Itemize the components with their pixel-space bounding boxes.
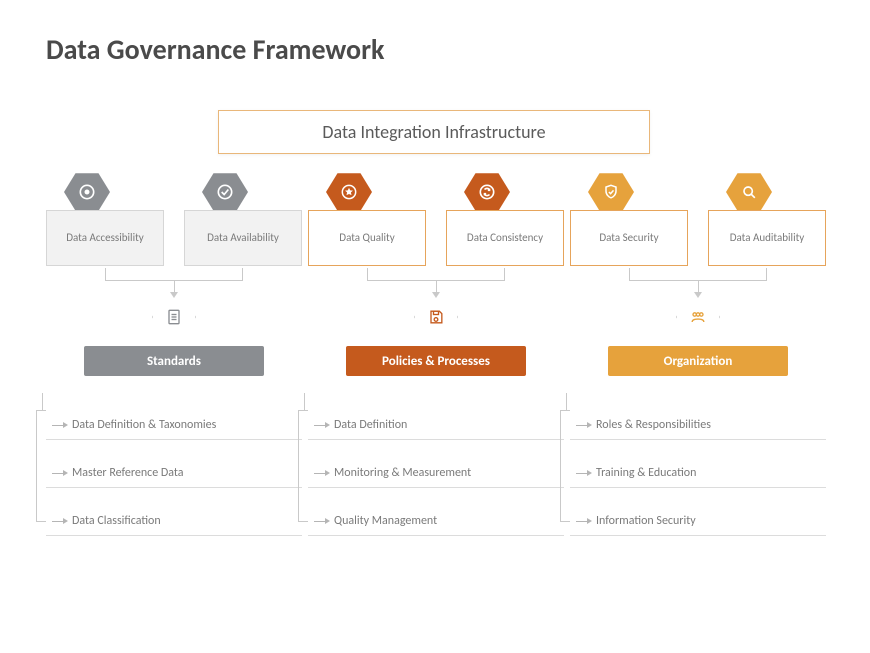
bracket [298, 410, 308, 522]
page-title: Data Governance Framework [46, 32, 385, 67]
column-organization: Data Security Data Auditability Organiza… [570, 186, 826, 554]
items-list: Roles & Responsibilities Training & Educ… [570, 410, 826, 536]
top-banner: Data Integration Infrastructure [218, 110, 650, 154]
connector [570, 268, 826, 300]
pillar-organization: Organization [608, 346, 788, 376]
clipboard-icon [152, 298, 196, 336]
magnifier-icon [726, 172, 772, 212]
card-data-auditability: Data Auditability [708, 210, 826, 266]
pillar-policies: Policies & Processes [346, 346, 526, 376]
people-icon [676, 298, 720, 336]
bracket [560, 410, 570, 522]
check-circle-icon [202, 172, 248, 212]
connector [46, 268, 302, 300]
items-list: Data Definition Monitoring & Measurement… [308, 410, 564, 536]
card-data-quality: Data Quality [308, 210, 426, 266]
bracket [36, 410, 46, 522]
list-item: Information Security [570, 506, 826, 536]
list-item: Data Definition & Taxonomies [46, 410, 302, 440]
pair-row: Data Quality Data Consistency [308, 186, 564, 266]
pair-row: Data Accessibility Data Availability [46, 186, 302, 266]
pair-row: Data Security Data Auditability [570, 186, 826, 266]
pillar-standards: Standards [84, 346, 264, 376]
gear-ring-icon [64, 172, 110, 212]
list-item: Master Reference Data [46, 458, 302, 488]
list-item: Monitoring & Measurement [308, 458, 564, 488]
save-icon [414, 298, 458, 336]
card-data-availability: Data Availability [184, 210, 302, 266]
connector [308, 268, 564, 300]
list-item: Quality Management [308, 506, 564, 536]
sync-circle-icon [464, 172, 510, 212]
card-data-accessibility: Data Accessibility [46, 210, 164, 266]
card-data-security: Data Security [570, 210, 688, 266]
items-list: Data Definition & Taxonomies Master Refe… [46, 410, 302, 536]
list-item: Data Classification [46, 506, 302, 536]
column-policies: Data Quality Data Consistency Policies &… [308, 186, 564, 554]
shield-check-icon [588, 172, 634, 212]
star-circle-icon [326, 172, 372, 212]
list-item: Training & Education [570, 458, 826, 488]
card-data-consistency: Data Consistency [446, 210, 564, 266]
list-item: Roles & Responsibilities [570, 410, 826, 440]
column-standards: Data Accessibility Data Availability Sta… [46, 186, 302, 554]
list-item: Data Definition [308, 410, 564, 440]
